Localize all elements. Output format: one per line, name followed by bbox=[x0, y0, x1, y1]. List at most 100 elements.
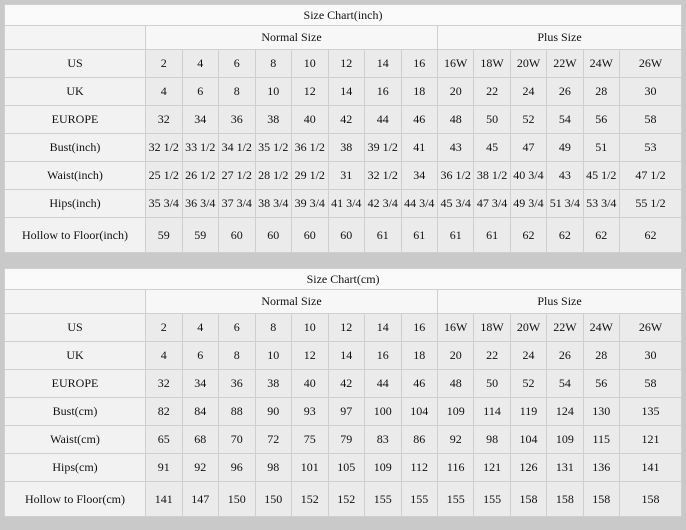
table-cell: 152 bbox=[291, 481, 329, 517]
table-row: Bust(inch) 32 1/2 33 1/2 34 1/2 35 1/2 36 1/2… bbox=[4, 133, 683, 162]
table-cell: 16W bbox=[436, 49, 475, 78]
table-cell: 16 bbox=[364, 341, 402, 370]
row-label: EUROPE bbox=[4, 369, 146, 398]
table-cell: 12 bbox=[291, 77, 329, 106]
table-cell: 119 bbox=[509, 397, 548, 426]
table-cell: 158 bbox=[618, 481, 683, 517]
table-cell: 14 bbox=[327, 341, 365, 370]
table-cell: 152 bbox=[327, 481, 365, 517]
table-cell: 30 bbox=[618, 341, 683, 370]
table-cell: 36 3/4 bbox=[181, 189, 219, 218]
table-cell: 14 bbox=[327, 77, 365, 106]
table-cell: 60 bbox=[218, 217, 256, 253]
table-cell: 26 1/2 bbox=[181, 161, 219, 190]
table-cell: 58 bbox=[618, 105, 683, 134]
table-cell: 38 bbox=[327, 133, 365, 162]
table-cell: 49 bbox=[546, 133, 584, 162]
table-cell: 34 bbox=[181, 369, 219, 398]
table-cell: 44 bbox=[364, 369, 402, 398]
table-cell: 115 bbox=[582, 425, 620, 454]
table-cell: 24W bbox=[582, 313, 620, 342]
table-cell: 28 bbox=[582, 77, 620, 106]
table-cell: 68 bbox=[181, 425, 219, 454]
table-cell: 32 bbox=[145, 369, 183, 398]
table-cell: 41 bbox=[400, 133, 438, 162]
table-cell: 40 3/4 bbox=[509, 161, 548, 190]
table-cell: 98 bbox=[254, 453, 292, 482]
table-cell: 121 bbox=[618, 425, 683, 454]
table-cell: 59 bbox=[181, 217, 219, 253]
table-cell: 12 bbox=[327, 49, 365, 78]
table-cell: 4 bbox=[145, 341, 183, 370]
table-cell: 6 bbox=[181, 77, 219, 106]
table-cell: 60 bbox=[254, 217, 292, 253]
table-cell: 48 bbox=[436, 105, 475, 134]
table-cell: 72 bbox=[254, 425, 292, 454]
table-cell: 40 bbox=[291, 369, 329, 398]
chart-title: Size Chart(inch) bbox=[3, 4, 683, 26]
row-label: Bust(inch) bbox=[4, 133, 146, 162]
table-cell: 62 bbox=[582, 217, 620, 253]
table-cell: 158 bbox=[509, 481, 548, 517]
table-cell: 44 bbox=[364, 105, 402, 134]
table-cell: 48 bbox=[436, 369, 475, 398]
table-cell: 18W bbox=[473, 313, 511, 342]
normal-size-header: Normal Size bbox=[145, 25, 438, 50]
table-cell: 36 bbox=[218, 105, 256, 134]
table-cell: 4 bbox=[181, 49, 219, 78]
table-cell: 104 bbox=[509, 425, 548, 454]
table-cell: 86 bbox=[400, 425, 438, 454]
table-cell: 62 bbox=[618, 217, 683, 253]
table-cell: 61 bbox=[400, 217, 438, 253]
table-cell: 30 bbox=[618, 77, 683, 106]
table-cell: 24 bbox=[509, 77, 548, 106]
table-cell: 126 bbox=[509, 453, 548, 482]
table-cell: 88 bbox=[218, 397, 256, 426]
table-cell: 10 bbox=[291, 313, 329, 342]
table-cell: 83 bbox=[364, 425, 402, 454]
table-cell: 35 1/2 bbox=[254, 133, 292, 162]
table-cell: 45 bbox=[473, 133, 511, 162]
table-cell: 22 bbox=[473, 341, 511, 370]
table-cell: 135 bbox=[618, 397, 683, 426]
table-cell: 47 1/2 bbox=[618, 161, 683, 190]
table-cell: 29 1/2 bbox=[291, 161, 329, 190]
table-cell: 28 1/2 bbox=[254, 161, 292, 190]
table-cell: 105 bbox=[327, 453, 365, 482]
row-label: Hips(cm) bbox=[4, 453, 146, 482]
table-cell: 33 1/2 bbox=[181, 133, 219, 162]
table-cell: 10 bbox=[254, 341, 292, 370]
table-cell: 130 bbox=[582, 397, 620, 426]
table-cell: 45 3/4 bbox=[436, 189, 475, 218]
table-cell: 141 bbox=[618, 453, 683, 482]
table-cell: 62 bbox=[546, 217, 584, 253]
table-cell: 147 bbox=[181, 481, 219, 517]
table-cell: 34 bbox=[400, 161, 438, 190]
table-cell: 24W bbox=[582, 49, 620, 78]
row-label: UK bbox=[4, 77, 146, 106]
table-cell: 150 bbox=[254, 481, 292, 517]
size-chart-cm: Size Chart(cm) Normal Size Plus Size US 2 4 6 8… bbox=[3, 268, 683, 517]
table-cell: 116 bbox=[436, 453, 475, 482]
table-cell: 51 3/4 bbox=[546, 189, 584, 218]
table-cell: 46 bbox=[400, 369, 438, 398]
table-row: EUROPE 32 34 36 38 40 42 44 46 48 50 52 54 56 58 bbox=[4, 369, 683, 398]
table-row: UK 4 6 8 10 12 14 16 18 20 22 24 26 28 30 bbox=[4, 341, 683, 370]
table-cell: 6 bbox=[181, 341, 219, 370]
table-cell: 92 bbox=[436, 425, 475, 454]
table-cell: 20 bbox=[436, 341, 475, 370]
table-row: UK 4 6 8 10 12 14 16 18 20 22 24 26 28 30 bbox=[4, 77, 683, 106]
row-label: EUROPE bbox=[4, 105, 146, 134]
table-cell: 14 bbox=[364, 49, 402, 78]
table-cell: 158 bbox=[546, 481, 584, 517]
table-cell: 100 bbox=[364, 397, 402, 426]
normal-size-header: Normal Size bbox=[145, 289, 438, 314]
table-cell: 52 bbox=[509, 369, 548, 398]
table-cell: 43 bbox=[436, 133, 475, 162]
row-label: US bbox=[4, 49, 146, 78]
table-cell: 61 bbox=[436, 217, 475, 253]
table-cell: 109 bbox=[436, 397, 475, 426]
table-cell: 10 bbox=[254, 77, 292, 106]
table-cell: 50 bbox=[473, 369, 511, 398]
table-cell: 65 bbox=[145, 425, 183, 454]
